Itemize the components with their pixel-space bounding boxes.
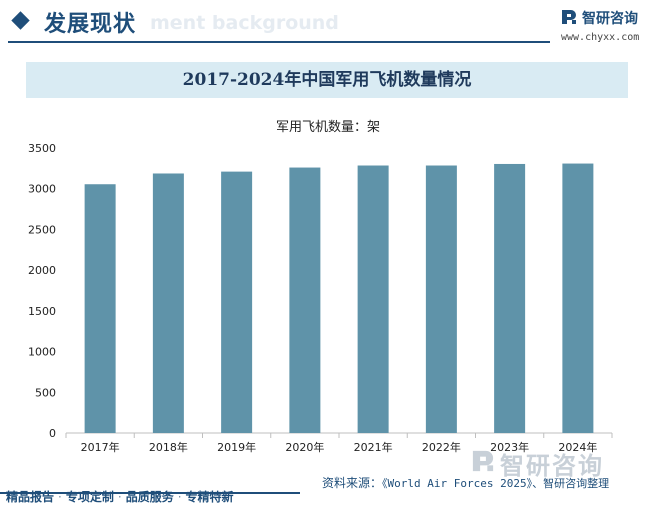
y-tick-label: 3500 xyxy=(28,142,56,155)
brand-name: 智研咨询 xyxy=(582,11,638,27)
chart-title: 2017-2024年中国军用飞机数量情况 xyxy=(182,70,472,90)
source-text: 《World Air Forces 2025》、智研咨询整理 xyxy=(382,477,610,490)
y-tick-label: 2000 xyxy=(28,264,56,277)
service-item: 专项定制 xyxy=(65,490,114,504)
y-tick-label: 1000 xyxy=(28,346,56,359)
x-tick-label: 2019年 xyxy=(217,440,256,454)
x-tick-label: 2017年 xyxy=(81,440,120,454)
series-label: 军用飞机数量：架 xyxy=(275,120,380,135)
header-background-word: ment background xyxy=(150,12,339,34)
page-header: ment background 发展现状 智研咨询 www.chyxx.com xyxy=(0,0,656,44)
bar xyxy=(84,184,116,433)
footer-divider xyxy=(0,492,656,494)
x-tick-label: 2020年 xyxy=(285,440,324,454)
service-tagline: 精品报告 · 专项定制 · 品质服务 · 专精特新 xyxy=(6,488,234,505)
service-separator: · xyxy=(177,490,182,504)
y-tick-label: 3000 xyxy=(28,183,56,196)
brand-url: www.chyxx.com xyxy=(561,32,640,43)
section-title: 发展现状 xyxy=(44,12,137,37)
source-note: 资料来源：《World Air Forces 2025》、智研咨询整理 xyxy=(322,474,609,491)
x-tick-label: 2021年 xyxy=(354,440,393,454)
service-item: 精品报告 xyxy=(6,490,55,504)
watermark-text: 智研咨询 xyxy=(500,452,604,480)
bar xyxy=(289,167,321,434)
x-tick-label: 2018年 xyxy=(149,440,188,454)
service-item: 品质服务 xyxy=(125,490,174,504)
y-tick-label: 1500 xyxy=(28,305,56,318)
y-tick-label: 500 xyxy=(35,386,56,399)
y-tick-label: 2500 xyxy=(28,223,56,236)
y-tick-label: 0 xyxy=(49,427,56,440)
x-tick-label: 2023年 xyxy=(490,440,529,454)
x-tick-label: 2022年 xyxy=(422,440,461,454)
watermark-logo-icon xyxy=(472,450,494,472)
service-separator: · xyxy=(58,490,62,504)
brand-logo-icon xyxy=(562,10,576,24)
chart-title-band xyxy=(26,62,628,98)
service-item: 专精特新 xyxy=(185,490,234,504)
bar xyxy=(152,173,184,434)
header-divider xyxy=(8,41,550,43)
bar xyxy=(494,163,526,433)
bar xyxy=(357,165,389,433)
bar xyxy=(221,171,253,433)
service-separator: · xyxy=(117,490,122,504)
bar xyxy=(562,163,594,433)
x-tick-label: 2024年 xyxy=(558,440,597,454)
source-prefix: 资料来源： xyxy=(322,476,383,490)
bar xyxy=(425,165,457,433)
